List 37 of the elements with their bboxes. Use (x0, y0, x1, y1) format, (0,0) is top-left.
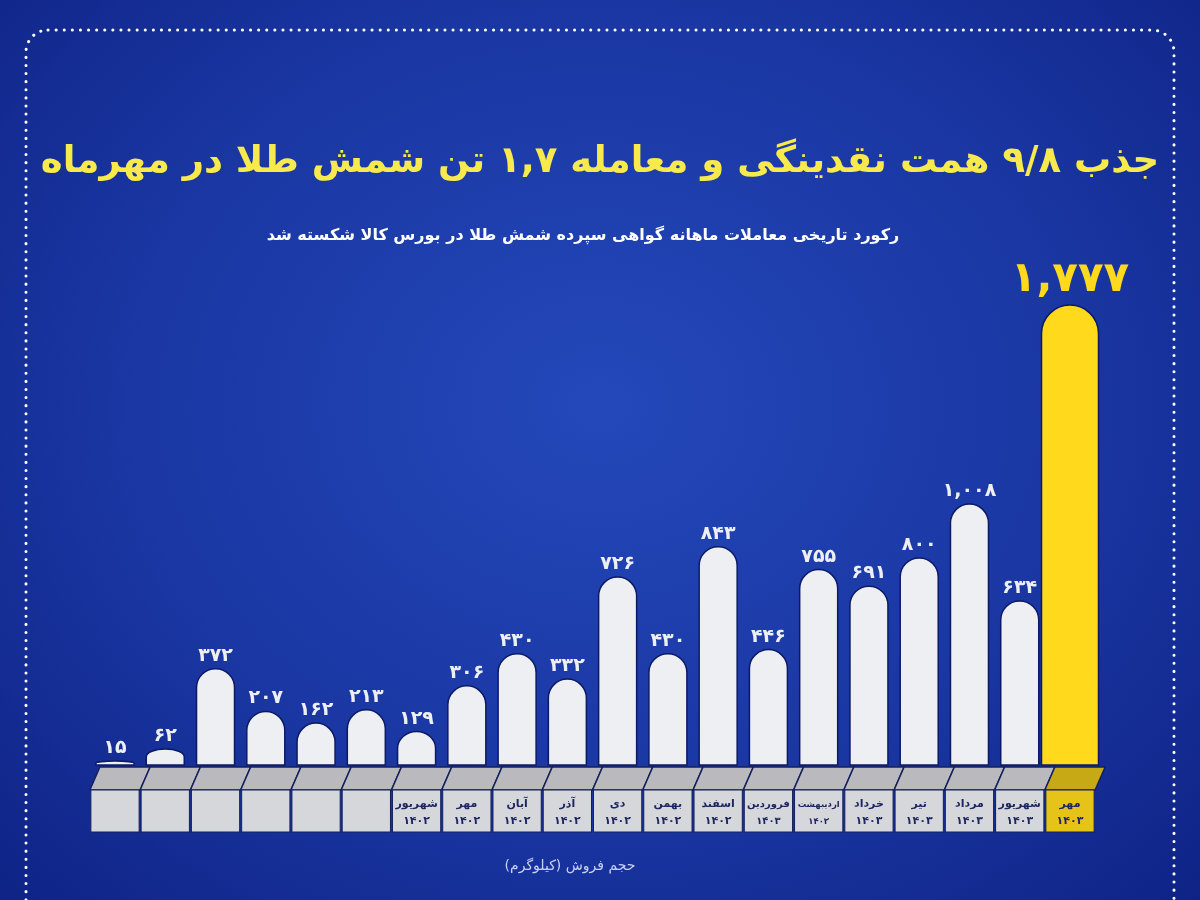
category-label: آبان ۱۴۰۲ (503, 797, 531, 827)
category-label: دی ۱۴۰۲ (604, 797, 632, 827)
data-label: ۱۵ (103, 735, 127, 758)
title: جذب ۹/۸ همت نقدینگی و معامله ۱,۷ تن شمش طلا در مهرماه (40, 138, 1160, 181)
data-label: ۱۲۹ (399, 705, 434, 728)
category-label: شهریور ۱۴۰۲ (395, 797, 438, 827)
data-label: ۷۲۶ (600, 551, 636, 574)
subtitle: رکورد تاریخی معاملات ماهانه گواهی سپرده شمش طلا در بورس کالا شکسته شد (266, 225, 900, 244)
data-label: ۱۶۲ (298, 697, 334, 720)
data-label: ۴۳۰ (499, 627, 535, 650)
data-label: ۸۰۰ (901, 531, 937, 554)
data-label: ۱,۷۷۷ (1010, 252, 1130, 301)
data-label: ۲۰۷ (248, 685, 284, 708)
data-label: ۴۴۶ (751, 623, 786, 646)
category-label: مرداد ۱۴۰۳ (955, 797, 984, 827)
data-label: ۴۳۰ (650, 627, 686, 650)
data-label: ۱,۰۰۸ (942, 478, 997, 501)
category-label: شهریور ۱۴۰۳ (998, 797, 1041, 827)
data-label: ۶۳۴ (1002, 574, 1038, 597)
category-label: بهمن ۱۴۰۲ (653, 797, 683, 827)
data-label: ۶۲ (153, 722, 177, 745)
category-label: اردیبهشت ۱۴۰۳ (797, 799, 840, 826)
category-label: خرداد ۱۴۰۳ (854, 797, 884, 827)
category-label: مهر ۱۴۰۲ (453, 797, 481, 827)
category-label: تیر ۱۴۰۳ (905, 797, 933, 827)
data-label: ۳۷۲ (198, 642, 233, 665)
data-label: ۳۰۶ (449, 659, 485, 682)
data-label: ۲۱۳ (348, 683, 384, 706)
annotation: حجم فروش (کیلوگرم) (504, 857, 636, 873)
category-label: فروردین ۱۴۰۳ (747, 798, 790, 826)
data-label: ۸۴۳ (700, 520, 736, 543)
data-label: ۷۵۵ (801, 543, 837, 566)
data-label: ۳۳۲ (549, 653, 585, 676)
category-label: مهر ۱۴۰۳ (1056, 797, 1084, 827)
category-label: آذر ۱۴۰۲ (553, 797, 581, 827)
category-label: اسفند ۱۴۰۲ (701, 797, 735, 827)
data-label: ۶۹۱ (851, 560, 887, 583)
